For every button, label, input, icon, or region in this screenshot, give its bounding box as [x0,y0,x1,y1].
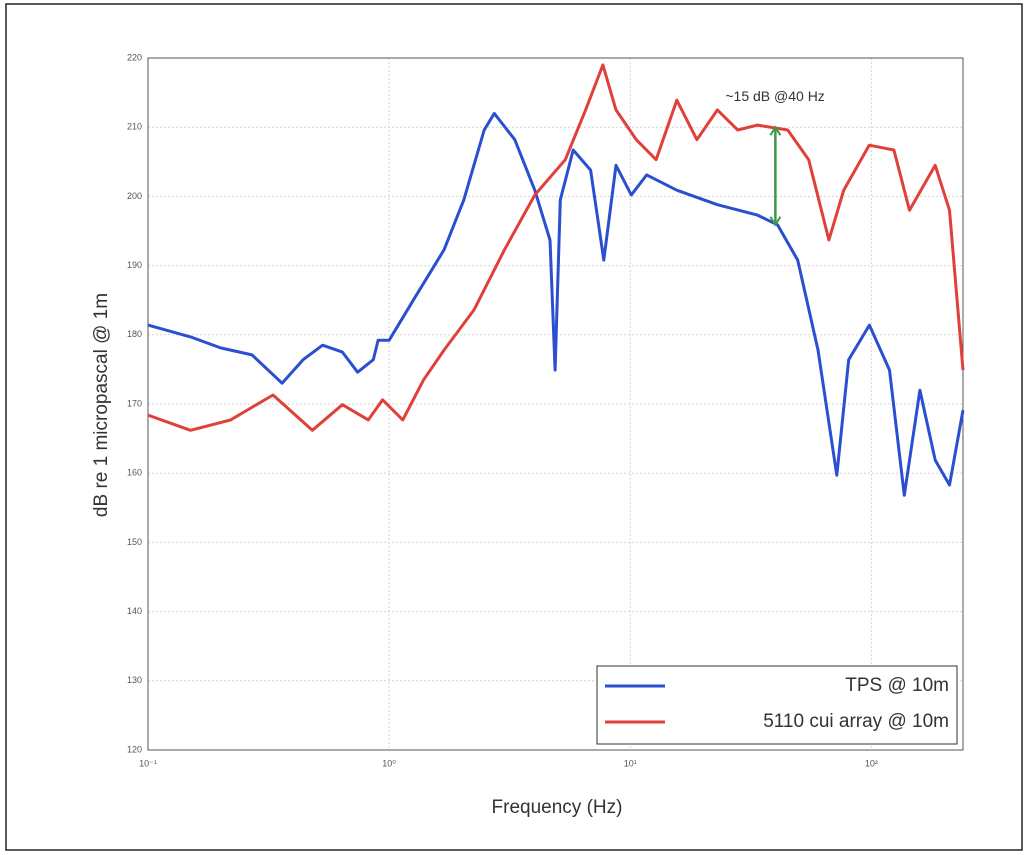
y-tick-label: 140 [127,606,142,616]
series-line [147,63,965,432]
y-tick-label: 180 [127,329,142,339]
y-tick-label: 170 [127,398,142,408]
y-tick-label: 150 [127,537,142,547]
x-tick-label: 10² [865,758,878,768]
redaction [675,675,735,697]
x-tick-label: 10¹ [624,758,637,768]
x-tick-label: 10⁻¹ [139,758,157,768]
y-tick-label: 160 [127,468,142,478]
x-axis-label: Frequency (Hz) [492,797,623,818]
series-line [147,111,965,497]
y-tick-label: 200 [127,191,142,201]
y-tick-label: 210 [127,122,142,132]
arrow-head [769,125,782,136]
y-axis-label: dB re 1 micropascal @ 1m [91,293,112,517]
y-tick-label: 220 [127,52,142,62]
plot-border [147,57,964,751]
legend-label: 5110 cui array @ 10m [763,711,949,732]
plot-area: 120 130 140 150 160 170 180 190 200 210 220 10⁻¹ 10⁰… [127,52,965,768]
legend-box [596,665,958,745]
y-tick-label: 190 [127,260,142,270]
y-tick-label: 120 [127,744,142,754]
legend-label: TPS @ 10m [845,675,949,696]
y-tick-label: 130 [127,675,142,685]
arrow-head [769,216,782,227]
x-tick-label: 10⁰ [382,758,396,768]
annotation-text: ~15 dB @40 Hz [725,88,824,104]
